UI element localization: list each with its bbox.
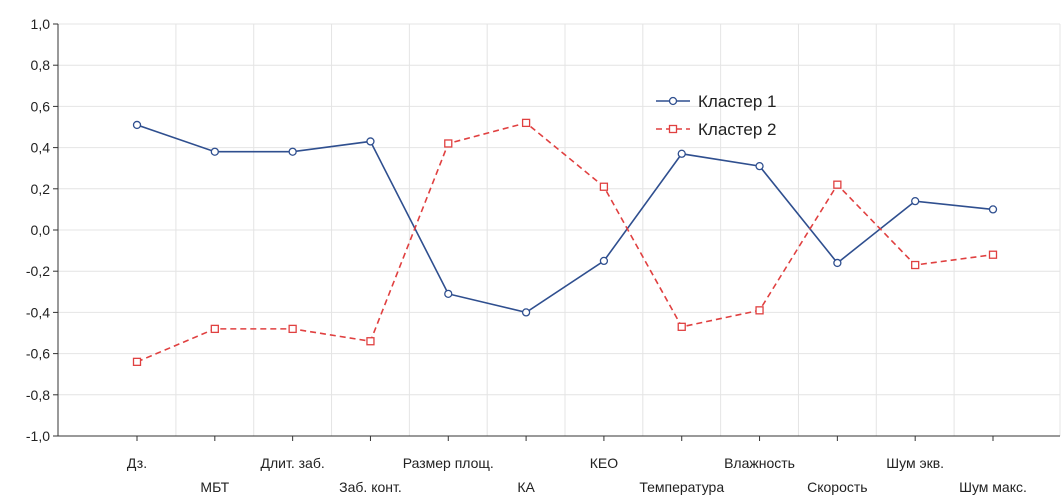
data-point-series-2 <box>599 182 609 191</box>
x-tick-label: МБТ <box>200 479 229 495</box>
legend-marker-series-2 <box>668 124 678 134</box>
data-point-series-1 <box>521 308 531 317</box>
data-point-series-1 <box>366 137 375 146</box>
data-point-series-2 <box>911 260 920 270</box>
data-point-series-1 <box>132 120 142 130</box>
x-tick-label: Шум макс. <box>959 479 1027 495</box>
y-tick-label: -0,2 <box>26 263 50 279</box>
data-point-series-1 <box>210 147 219 156</box>
x-tick-label: КЕО <box>590 455 618 471</box>
legend-label-series-2: Кластер 2 <box>698 120 776 139</box>
x-axis-ticks: Дз. МБТ Длит. заб. Заб. конт.Размер площ. КА… <box>127 436 1027 495</box>
data-point-series-1 <box>677 149 686 158</box>
legend: Кластер 1 Кластер 2 <box>656 92 776 139</box>
x-tick-label: Влажность <box>724 455 795 471</box>
x-tick-label: КА <box>517 479 535 495</box>
data-point-series-1 <box>833 258 842 268</box>
y-tick-label: 1,0 <box>31 16 51 32</box>
data-point-series-2 <box>366 337 375 346</box>
y-tick-label: -1,0 <box>26 428 50 444</box>
series-line-1 <box>136 124 994 314</box>
series-group <box>132 118 998 366</box>
data-point-series-2 <box>521 118 531 128</box>
data-point-series-1 <box>988 205 998 214</box>
data-point-series-2 <box>988 250 998 259</box>
data-point-series-2 <box>288 324 297 334</box>
grid-lines <box>57 23 1061 437</box>
data-point-series-1 <box>599 256 609 266</box>
y-tick-label: -0,6 <box>26 346 50 362</box>
data-point-series-1 <box>911 197 920 206</box>
data-point-series-2 <box>132 357 142 366</box>
y-tick-label: -0,4 <box>26 304 50 320</box>
data-point-series-1 <box>288 147 297 156</box>
x-tick-label: Длит. заб. <box>261 455 325 471</box>
data-point-series-2 <box>210 324 219 334</box>
y-tick-label: 0,2 <box>31 181 51 197</box>
y-tick-label: 0,0 <box>31 222 51 238</box>
data-point-series-2 <box>444 139 453 148</box>
data-point-series-1 <box>755 161 764 171</box>
y-axis-ticks: 1,0 0,8 0,6 0,4 0,2 0,0 -0,2 -0,4 -0,6 -0,8 -1,0 <box>26 16 58 444</box>
y-tick-label: -0,8 <box>26 387 50 403</box>
x-tick-label: Дз. <box>127 455 147 471</box>
y-tick-label: 0,6 <box>31 98 51 114</box>
legend-marker-series-1 <box>668 96 678 106</box>
x-tick-label: Скорость <box>807 479 867 495</box>
legend-label-series-1: Кластер 1 <box>698 92 776 111</box>
data-point-series-2 <box>833 180 842 189</box>
x-tick-label: Температура <box>639 479 724 495</box>
x-tick-label: Заб. конт. <box>339 479 402 495</box>
series-line-2 <box>136 122 994 363</box>
data-point-series-1 <box>444 289 453 299</box>
x-tick-label: Шум экв. <box>886 455 944 471</box>
data-point-series-2 <box>755 306 764 315</box>
data-point-series-2 <box>677 322 686 331</box>
y-tick-label: 0,8 <box>31 57 51 73</box>
y-tick-label: 0,4 <box>31 140 51 156</box>
x-tick-label: Размер площ. <box>403 455 494 471</box>
